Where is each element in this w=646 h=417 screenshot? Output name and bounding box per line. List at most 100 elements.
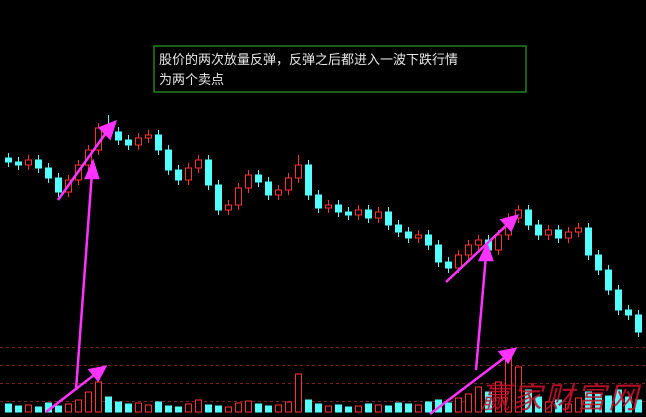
candle-body [225, 204, 232, 211]
candle-body [585, 227, 592, 256]
candle-body [555, 229, 562, 239]
volume-bar [165, 405, 172, 413]
candle-body [595, 254, 602, 271]
candle-body [55, 177, 62, 193]
candle-body [435, 244, 442, 263]
volume-bar [575, 397, 582, 413]
candle-body [245, 174, 252, 189]
candle-body [525, 209, 532, 226]
arrowhead [497, 347, 518, 365]
volume-bar [245, 400, 252, 413]
candle-body [355, 209, 362, 216]
arrowhead [478, 241, 494, 262]
candle-body [255, 174, 262, 183]
candle-body [185, 167, 192, 181]
volume-bar [195, 399, 202, 413]
candle-body [295, 164, 302, 179]
annotation-box [153, 45, 527, 93]
candle-body [635, 314, 642, 333]
volume-bar [585, 391, 592, 413]
candle-body [465, 244, 472, 256]
arrows [45, 119, 520, 415]
volume-bar [75, 399, 82, 413]
volume-bar [595, 393, 602, 413]
annotation-line: 为两个卖点 [159, 73, 224, 88]
candle-body [5, 157, 12, 163]
candle-body [175, 169, 182, 181]
volume-bar [625, 396, 632, 413]
volume-bar [65, 403, 72, 413]
volume-bar [335, 404, 342, 413]
volume-bar [455, 397, 462, 413]
volume-bar [355, 405, 362, 413]
candle-body [215, 184, 222, 211]
candle-body [455, 254, 462, 269]
candle-body [545, 229, 552, 236]
volume-bar [265, 405, 272, 413]
volume-bar [15, 405, 22, 413]
volume-bar [515, 366, 522, 413]
volume-bar [475, 386, 482, 413]
arrow [56, 129, 110, 201]
candle-body [395, 224, 402, 233]
arrow [429, 354, 509, 415]
candle-body [275, 189, 282, 196]
candle-body [165, 149, 172, 171]
candle-body [365, 209, 372, 219]
volume-bar [385, 405, 392, 413]
volume-bar [485, 391, 492, 413]
arrow [74, 171, 94, 391]
volume-bar [375, 404, 382, 413]
volume-bar [535, 396, 542, 413]
candle-body [495, 234, 502, 251]
volume-bar [135, 402, 142, 413]
candle-body [285, 177, 292, 191]
arrow [45, 371, 99, 413]
candle-body [535, 224, 542, 236]
volume-bar [95, 381, 102, 413]
volume-bar [155, 401, 162, 413]
candle-body [565, 231, 572, 239]
candle-body [45, 167, 52, 179]
candle-body [135, 137, 142, 146]
candle-body [605, 269, 612, 291]
volume-bar [555, 399, 562, 413]
candle-body [385, 211, 392, 226]
volume-bar [5, 403, 12, 413]
volume-bar [605, 395, 612, 413]
volume-bar [215, 405, 222, 413]
volume-bar [125, 403, 132, 413]
volume-bar [525, 389, 532, 413]
volume-bar [35, 406, 42, 413]
candle-body [325, 204, 332, 209]
volume-bar [545, 401, 552, 413]
candle-body [195, 159, 202, 169]
volume-bar [275, 404, 282, 413]
arrowhead [84, 158, 100, 180]
volume-bar [235, 402, 242, 413]
volume-bar [185, 403, 192, 413]
candle-body [265, 181, 272, 196]
candle-body [205, 159, 212, 186]
volume-bar [205, 404, 212, 413]
volume-bar [285, 401, 292, 413]
volume-bar [105, 396, 112, 413]
candle-body [375, 211, 382, 219]
candle-body [145, 134, 152, 139]
volume-bar [115, 401, 122, 413]
volume-bar [315, 403, 322, 413]
volume-bar [415, 404, 422, 413]
volume-bar [465, 393, 472, 413]
volume-bar [175, 406, 182, 413]
arrowhead [97, 119, 117, 141]
candle-body [515, 209, 522, 219]
candle-body [425, 234, 432, 246]
candle-body [575, 227, 582, 233]
volume-bar [55, 405, 62, 413]
volume-bar [295, 373, 302, 413]
candle-body [445, 261, 452, 269]
volume-bar [255, 403, 262, 413]
volume-bar [85, 391, 92, 413]
volume-bar [225, 406, 232, 413]
